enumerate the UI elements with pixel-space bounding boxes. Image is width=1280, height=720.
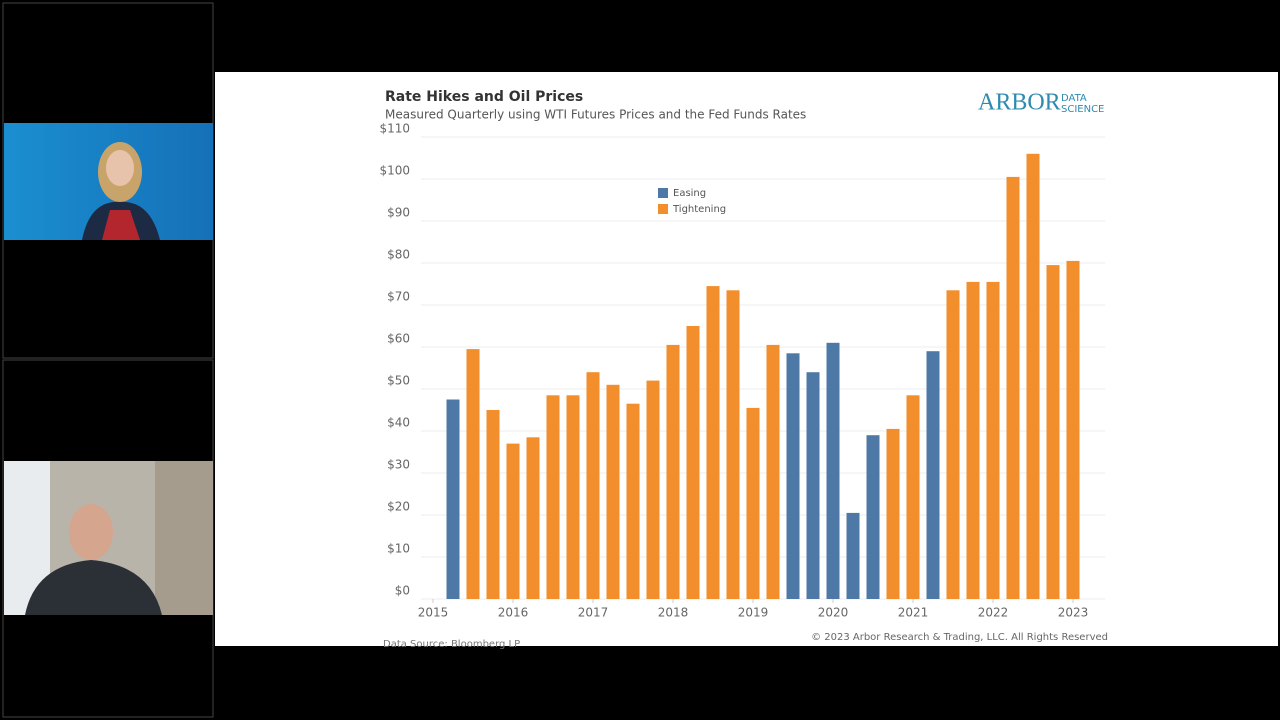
bar xyxy=(846,512,860,599)
y-tick-label: $80 xyxy=(387,248,410,262)
bar xyxy=(786,353,800,599)
y-tick-label: $20 xyxy=(387,500,410,514)
logo-sub: DATA xyxy=(1061,93,1087,104)
y-tick-label: $60 xyxy=(387,332,410,346)
x-tick-label: 2019 xyxy=(738,606,769,620)
logo-main: ARBOR xyxy=(978,90,1061,116)
x-tick-label: 2023 xyxy=(1058,606,1089,620)
y-tick-label: $0 xyxy=(395,584,410,598)
video-tile[interactable] xyxy=(4,461,213,615)
x-tick-label: 2020 xyxy=(818,606,849,620)
y-tick-label: $90 xyxy=(387,206,410,220)
y-tick-label: $30 xyxy=(387,458,410,472)
bar xyxy=(646,380,660,599)
bar xyxy=(466,349,480,599)
source-note: Data Source: Bloomberg LP xyxy=(383,639,520,650)
logo-sub: SCIENCE xyxy=(1061,104,1104,115)
bar xyxy=(906,395,920,599)
copyright: © 2023 Arbor Research & Trading, LLC. Al… xyxy=(811,632,1108,643)
bar xyxy=(526,437,540,599)
bar xyxy=(506,443,520,599)
bar xyxy=(546,395,560,599)
bar xyxy=(706,286,720,599)
y-tick-label: $40 xyxy=(387,416,410,430)
bar xyxy=(626,403,640,599)
bar xyxy=(1046,265,1060,599)
face xyxy=(106,150,134,186)
legend-label: Tightening xyxy=(672,204,726,215)
face xyxy=(69,504,113,560)
bar xyxy=(726,290,740,599)
x-tick-label: 2018 xyxy=(658,606,689,620)
bar xyxy=(446,399,460,599)
y-tick-label: $100 xyxy=(379,164,410,178)
x-tick-label: 2017 xyxy=(578,606,609,620)
bar xyxy=(946,290,960,599)
legend-label: Easing xyxy=(673,188,706,199)
bar xyxy=(766,344,780,599)
bar xyxy=(866,435,880,599)
bar xyxy=(966,281,980,599)
x-tick-label: 2022 xyxy=(978,606,1009,620)
bar xyxy=(686,326,700,599)
bar xyxy=(926,351,940,599)
bar xyxy=(666,344,680,599)
y-tick-label: $50 xyxy=(387,374,410,388)
bar xyxy=(986,281,1000,599)
bar xyxy=(1006,176,1020,599)
legend-swatch xyxy=(658,204,668,214)
bar xyxy=(746,407,760,599)
bar xyxy=(1026,153,1040,600)
x-tick-label: 2015 xyxy=(418,606,449,620)
y-tick-label: $10 xyxy=(387,542,410,556)
bar xyxy=(486,410,500,599)
chart-subtitle: Measured Quarterly using WTI Futures Pri… xyxy=(385,108,806,122)
bar xyxy=(606,384,620,599)
video-tile[interactable] xyxy=(4,123,213,240)
y-tick-label: $110 xyxy=(379,122,410,136)
wall xyxy=(155,461,213,615)
bar xyxy=(1066,260,1080,599)
bar xyxy=(586,372,600,599)
bar xyxy=(806,372,820,599)
x-tick-label: 2016 xyxy=(498,606,529,620)
bar xyxy=(566,395,580,599)
body xyxy=(25,560,162,615)
x-tick-label: 2021 xyxy=(898,606,929,620)
bar xyxy=(886,428,900,599)
y-tick-label: $70 xyxy=(387,290,410,304)
bar xyxy=(826,342,840,599)
shirt xyxy=(102,210,140,240)
legend-swatch xyxy=(658,188,668,198)
chart-title: Rate Hikes and Oil Prices xyxy=(385,89,583,105)
